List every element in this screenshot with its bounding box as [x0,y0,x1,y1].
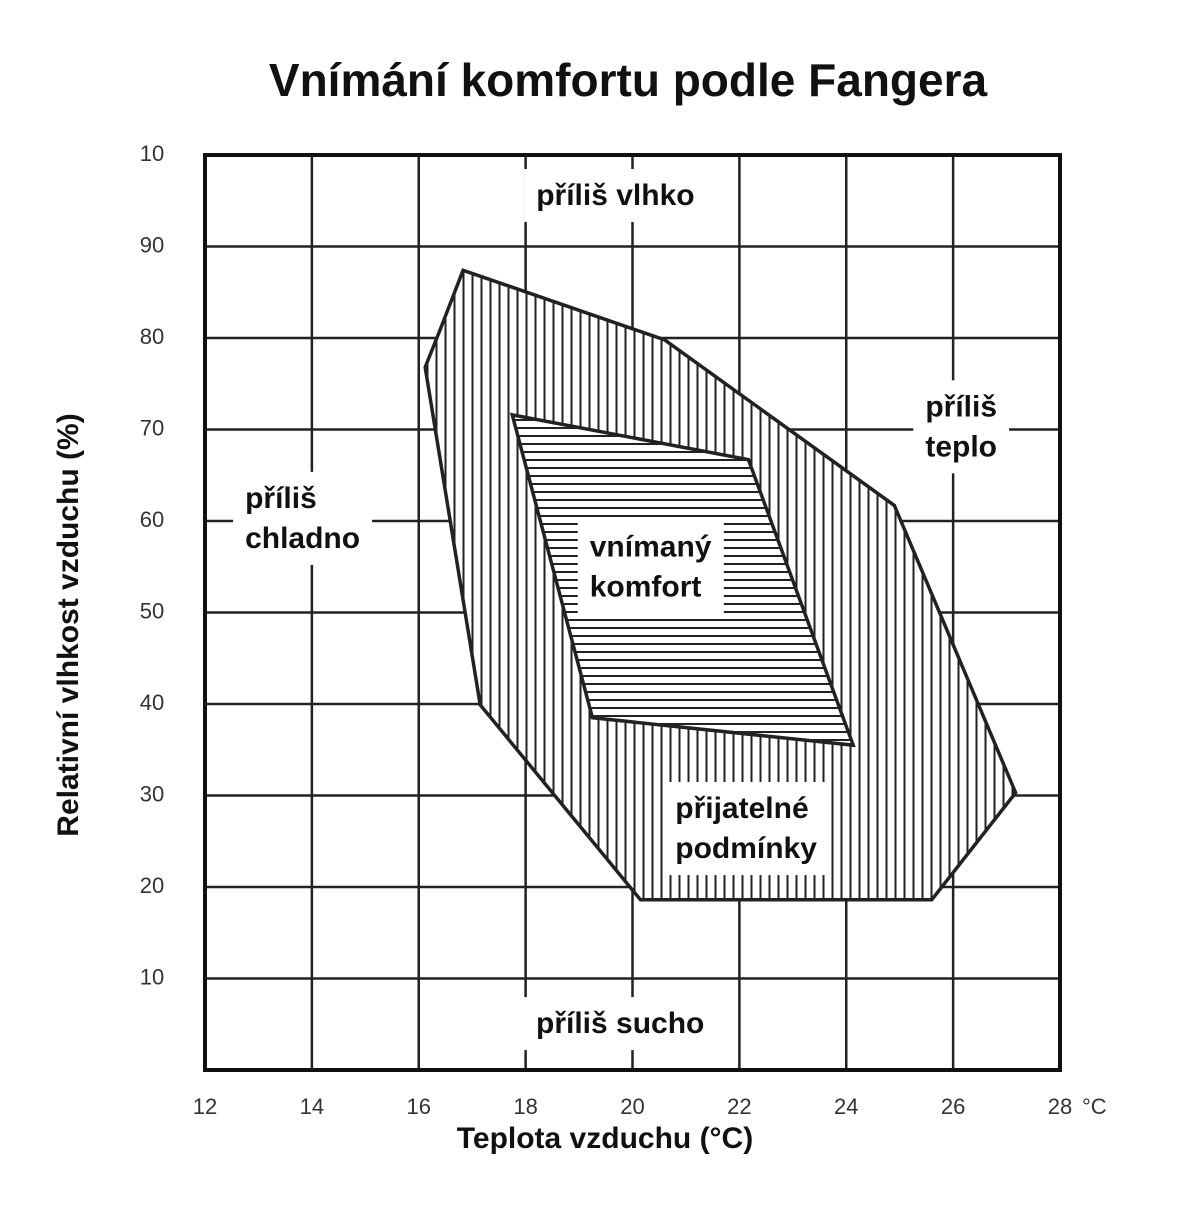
y-tick-label: 60 [140,507,164,532]
label-text: podmínky [675,832,817,865]
y-tick-label: 50 [140,598,164,623]
label-text: přijatelné [675,792,808,825]
region-label: příliš chladno [233,471,373,565]
label-text: příliš vlhko [536,179,694,212]
y-axis-label: Relativní vlhkost vzduchu (%) [52,413,85,836]
region-label: přijatelné podmínky [663,782,830,876]
y-tick-label: 40 [140,690,164,715]
x-tick-label: 12 [193,1094,217,1119]
region-label: příliš teplo [913,380,1010,474]
y-tick-label: 10 [140,141,164,166]
plot-border [203,153,1062,1072]
x-axis-label: Teplota vzduchu (°C) [457,1122,753,1155]
label-background [524,997,717,1051]
x-unit: °C [1082,1094,1107,1119]
x-tick-label: 22 [727,1094,751,1119]
label-background [233,471,373,565]
x-tick-label: 16 [407,1094,431,1119]
region-label: vnímaný komfort [577,520,724,614]
region-label: příliš vlhko [524,169,707,223]
label-text: příliš [245,482,317,515]
region-label: příliš sucho [524,997,717,1051]
y-tick-label: 10 [140,964,164,989]
label-text: komfort [590,570,702,603]
x-tick-label: 26 [941,1094,965,1119]
y-tick-label: 70 [140,415,164,440]
x-tick-label: 20 [620,1094,644,1119]
label-text: vnímaný [590,530,712,563]
x-tick-label: 24 [834,1094,858,1119]
label-background [524,169,707,223]
label-background [663,782,830,876]
chart-title: Vnímání komfortu podle Fangera [269,54,988,106]
label-text: teplo [925,430,997,463]
y-tick-label: 80 [140,324,164,349]
label-background [913,380,1010,474]
y-tick-label: 90 [140,232,164,257]
x-tick-label: 14 [300,1094,324,1119]
x-tick-label: 28 [1048,1094,1072,1119]
label-text: příliš [925,390,997,423]
y-tick-label: 30 [140,781,164,806]
label-text: chladno [245,522,360,555]
y-tick-label: 20 [140,873,164,898]
label-background [577,520,724,614]
label-text: příliš sucho [536,1007,704,1040]
x-tick-label: 18 [513,1094,537,1119]
